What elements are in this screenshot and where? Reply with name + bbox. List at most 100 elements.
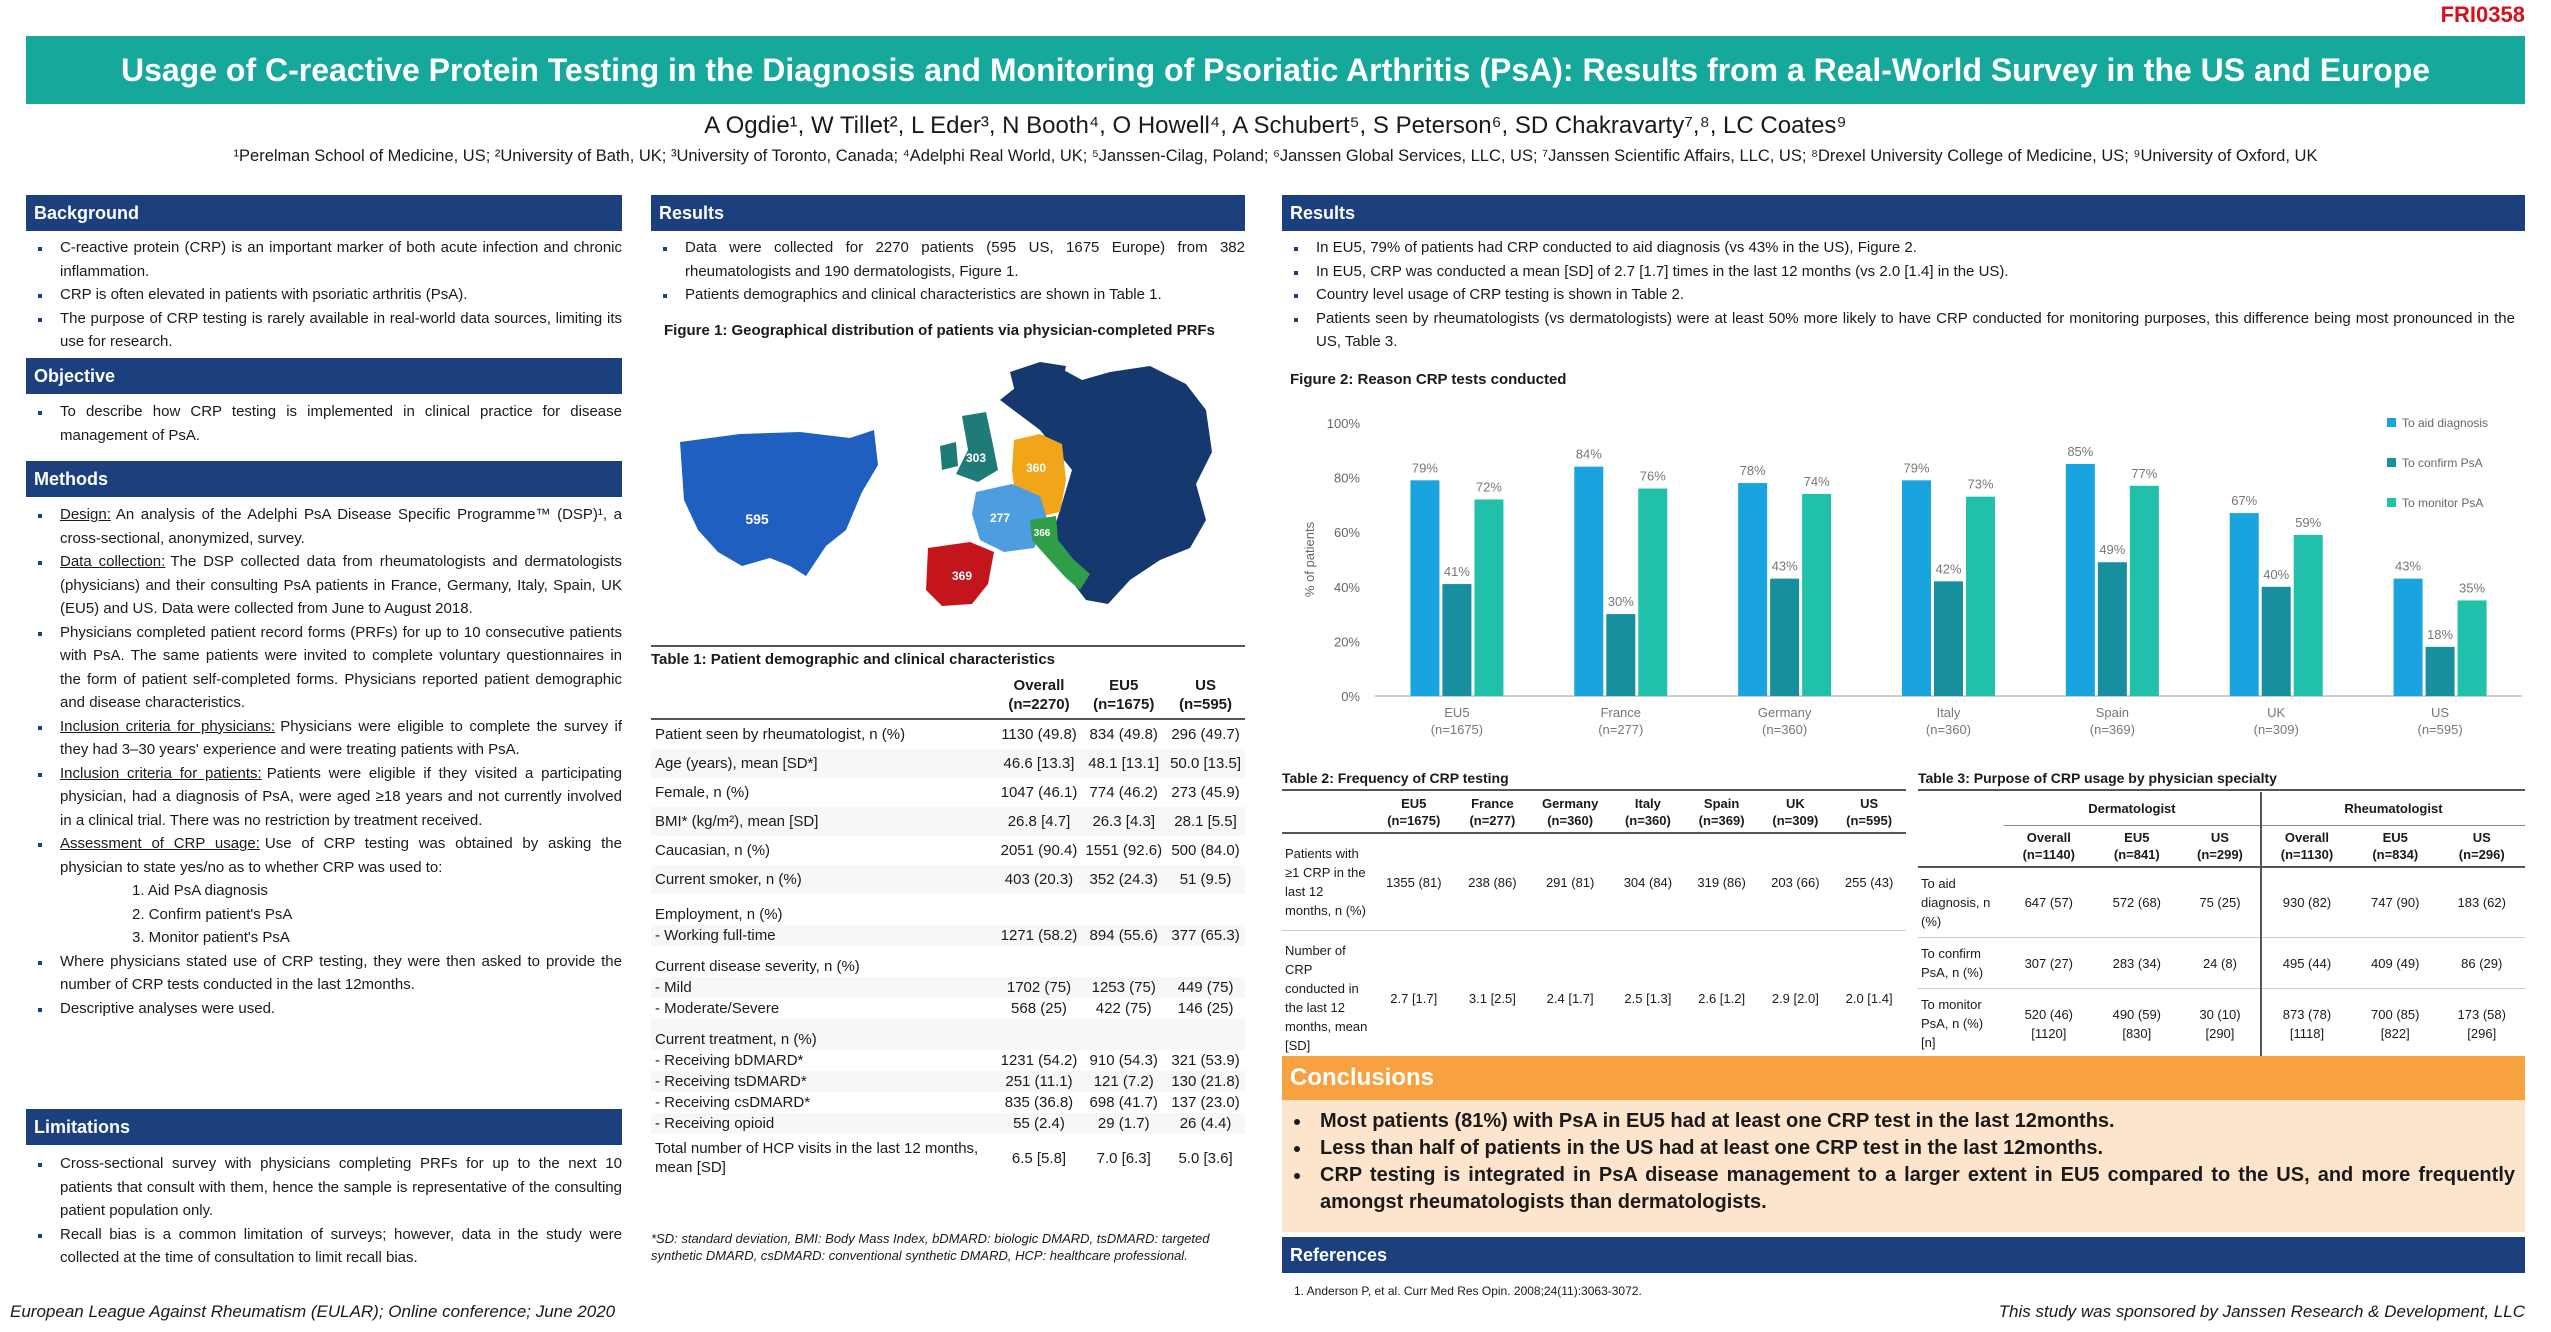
column-header: Spain (n=369) [1684, 792, 1759, 834]
cell: 28.1 [5.5] [1166, 807, 1245, 836]
cell: 449 (75) [1166, 977, 1245, 998]
section-body: Most patients (81%) with PsA in EU5 had … [1282, 1100, 2525, 1232]
table-row: Current smoker, n (%) 403 (20.3) 352 (24.3… [651, 865, 1245, 894]
column-header-line: US [2210, 830, 2229, 845]
bullet-item: Data were collected for 2270 patients (5… [677, 236, 1245, 283]
bullet-item: Less than half of patients in the US had… [1312, 1135, 2515, 1162]
x-tick-sublabel: (n=360) [1762, 722, 1807, 737]
bullet-item: Country level usage of CRP testing is sh… [1308, 283, 2515, 307]
row-label: - Receiving csDMARD* [655, 1094, 811, 1111]
cell: 29 (1.7) [1081, 1113, 1167, 1134]
value-label: 76% [1640, 469, 1666, 484]
cell: 50.0 [13.5] [1166, 749, 1245, 778]
bar [2393, 578, 2423, 696]
item-text: An analysis of the Adelphi PsA Disease S… [60, 506, 622, 547]
bar [1606, 614, 1636, 696]
cell: 352 (24.3) [1081, 865, 1167, 894]
cell: 203 (66) [1758, 833, 1833, 931]
cell-line: 520 (46) [2024, 1006, 2073, 1022]
cell-line: [1118] [2289, 1025, 2325, 1041]
column-header-line: US [2472, 830, 2491, 845]
column-header: US (n=299) [2180, 825, 2261, 868]
value-label: 42% [1935, 561, 1961, 576]
cell: 2.9 [2.0] [1758, 930, 1833, 1066]
bullet-item: Cross-sectional survey with physicians c… [52, 1152, 622, 1223]
bullet-item: Where physicians stated use of CRP testi… [52, 950, 622, 997]
column-header: Germany (n=360) [1529, 792, 1612, 834]
map-scandinavia [1010, 362, 1066, 420]
section-body: To describe how CRP testing is implement… [26, 400, 622, 447]
cell: 238 (86) [1455, 833, 1530, 931]
cell: 251 (11.1) [996, 1071, 1082, 1092]
table-row: Patient seen by rheumatologist, n (%) 113… [651, 719, 1245, 749]
column-header: EU5 (n=841) [2093, 825, 2181, 868]
column-header-line: (n=1675) [1387, 813, 1441, 828]
x-tick-label: US [2431, 705, 2449, 720]
bar [2129, 485, 2159, 696]
cell: 75 (25) [2180, 867, 2261, 938]
column-header-line: (n=309) [1772, 813, 1819, 828]
value-label: 35% [2459, 580, 2485, 595]
column-header: Italy (n=360) [1611, 792, 1685, 834]
bar [2097, 562, 2127, 696]
table-row: To aid diagnosis, n (%) 647 (57) 572 (68) 7… [1918, 867, 2525, 938]
bullet-item: Patients seen by rheumatologists (vs der… [1308, 307, 2515, 354]
table-row: Female, n (%) 1047 (46.1) 774 (46.2) 273 (4… [651, 778, 1245, 807]
cell: 1047 (46.1) [1000, 784, 1078, 801]
y-tick-label: 0% [1341, 689, 1360, 704]
bullet-list: 1. Anderson P, et al. Curr Med Res Opin.… [1282, 1280, 2525, 1304]
table-title: Table 3: Purpose of CRP usage by physici… [1918, 770, 2525, 791]
affiliations: ¹Perelman School of Medicine, US; ²Unive… [233, 147, 2318, 165]
cell: 283 (34) [2093, 937, 2181, 989]
x-tick-label: Germany [1758, 705, 1812, 720]
table-row: Number of CRP conducted in the last 12 m… [1282, 930, 1906, 1066]
cell: 86 (29) [2438, 937, 2525, 989]
cell: 173 (58) [296] [2438, 988, 2525, 1059]
cell: 121 (7.2) [1081, 1071, 1167, 1092]
cell: 2.6 [1.2] [1684, 930, 1759, 1066]
map-label: 303 [966, 451, 986, 465]
table-container: EU5 (n=1675) France (n=277) Germany (n=360) It… [1282, 792, 1906, 1066]
value-label: 77% [2131, 466, 2157, 481]
column-header-line: (n=595) [1179, 696, 1233, 713]
map-label: 366 [1034, 528, 1051, 539]
column-header-line: Overall [2026, 830, 2071, 845]
cell: 2.5 [1.3] [1611, 930, 1685, 1066]
cell: 46.6 [13.3] [996, 749, 1082, 778]
column-header-line: (n=1140) [2022, 847, 2075, 862]
header-row: Overall (n=2270) EU5 (n=1675) US (n=595) [651, 672, 1245, 720]
row-label: BMI* (kg/m²), mean [SD] [651, 807, 997, 836]
cell-line: 75 (25) [2199, 895, 2241, 910]
bar [1738, 483, 1768, 696]
table-row: - Mild 1702 (75) 1253 (75) 449 (75) [651, 977, 1245, 998]
column-header-line: (n=299) [2197, 847, 2243, 862]
row-label: Current smoker, n (%) [651, 865, 997, 894]
cell: 1130 (49.8) [1001, 726, 1077, 743]
row-label: - Receiving bDMARD* [655, 1052, 804, 1069]
column-header-line: (n=277) [1469, 813, 1516, 828]
bar [2425, 646, 2455, 696]
cell: 873 (78) [1118] [2259, 988, 2353, 1059]
value-label: 67% [2231, 493, 2257, 508]
table: Dermatologist Rheumatologist Overall (n=114… [1918, 792, 2525, 1059]
cell: 307 (27) [2004, 937, 2094, 989]
table-container: Dermatologist Rheumatologist Overall (n=114… [1918, 792, 2525, 1059]
cell: 409 (49) [2352, 937, 2439, 989]
cell: 774 (46.2) [1089, 784, 1158, 801]
row-label: Employment, n (%) [655, 906, 783, 923]
item-text: Use of CRP testing was obtained by askin… [60, 835, 622, 876]
map-italy [1030, 516, 1090, 590]
legend-swatch [2387, 418, 2396, 427]
map-ireland [940, 442, 958, 470]
column-header-line: Italy [1634, 796, 1661, 811]
bar [2229, 513, 2259, 696]
cell: 321 (53.9) [1171, 1052, 1240, 1069]
column-header-line: (n=360) [1624, 813, 1671, 828]
table-row: - Receiving csDMARD* 835 (36.8) 698 (41.7)… [651, 1092, 1245, 1113]
bar [1966, 496, 1995, 696]
bullet-list: In EU5, 79% of patients had CRP conducte… [1282, 236, 2525, 354]
poster-title: Usage of C-reactive Protein Testing in t… [26, 36, 2525, 104]
column-header-line: Overall [1013, 677, 1065, 694]
